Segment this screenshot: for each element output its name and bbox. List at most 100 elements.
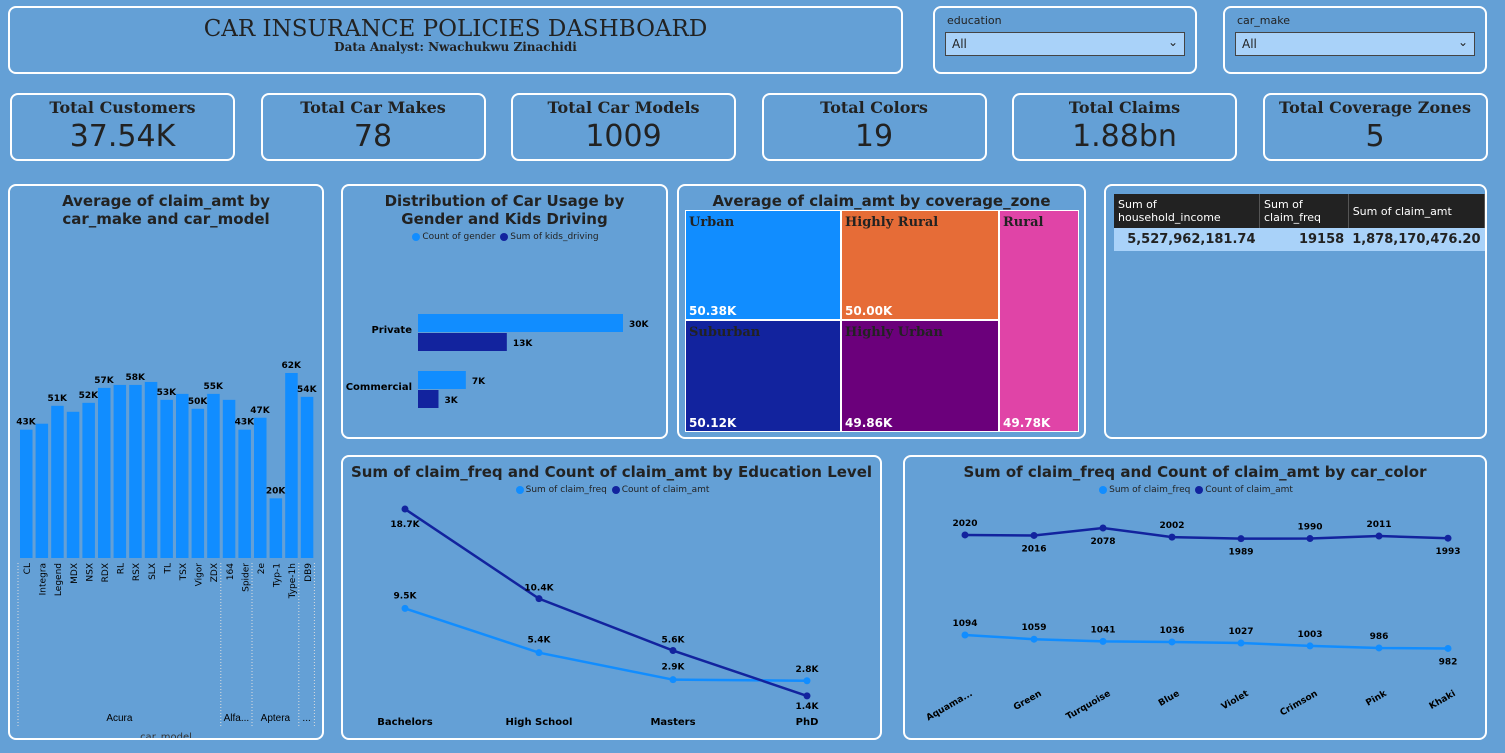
chart-title: Sum of claim_freq and Count of claim_amt… [963, 463, 1427, 481]
group-label: Aptera [261, 713, 291, 724]
car-make-dropdown[interactable]: All ⌄ [1235, 32, 1475, 56]
data-point [1444, 534, 1452, 542]
data-point [1030, 531, 1038, 539]
category-label: Crimson [1279, 689, 1320, 718]
data-label: 5.6K [662, 636, 686, 646]
tick-label: Type-1h [288, 563, 298, 599]
treemap-tile[interactable]: Urban 50.38K [685, 210, 841, 320]
data-point [1099, 524, 1107, 532]
table-header[interactable]: Sum of claim_freq [1259, 194, 1349, 228]
data-label: 54K [297, 385, 318, 395]
tick-label: ZDX [210, 563, 220, 582]
kpi-card: Total Claims 1.88bn [1012, 93, 1237, 161]
tile-value: 50.00K [845, 304, 893, 318]
data-point [669, 647, 677, 655]
summary-table-panel: Sum of household_income Sum of claim_freq… [1104, 184, 1487, 439]
data-point [1306, 535, 1314, 543]
data-label: 1094 [952, 619, 977, 629]
chart-title: Average of claim_amt by coverage_zone [712, 192, 1051, 210]
dropdown-value: All [1242, 37, 1257, 51]
education-line-chart: 9.5K 5.4K 2.9K 2.8K 18.7K 10.4K 5.6K 1.4K Bachel… [377, 505, 820, 728]
data-point [1444, 644, 1452, 652]
bar [98, 387, 111, 558]
data-label: 58K [125, 373, 146, 383]
data-point [961, 531, 969, 539]
category-label: Khaki [1428, 689, 1458, 712]
category-label: Green [1012, 689, 1043, 713]
kpi-value: 1009 [585, 119, 662, 154]
bar [82, 402, 95, 558]
data-label: 1989 [1228, 548, 1253, 558]
data-label: 2002 [1159, 521, 1184, 531]
tile-label: Highly Urban [845, 325, 943, 340]
tick-label: Legend [54, 563, 64, 596]
kpi-value: 37.54K [69, 119, 176, 154]
bar [418, 333, 507, 351]
data-point [1306, 642, 1314, 650]
tick-label: SLX [148, 563, 158, 580]
chevron-down-icon: ⌄ [1457, 35, 1468, 49]
tick-label: RSX [132, 563, 142, 581]
bar [191, 408, 205, 558]
tile-label: Rural [1003, 215, 1044, 230]
data-point [803, 677, 811, 685]
category-label: Commercial [346, 382, 412, 393]
data-point [1099, 637, 1107, 645]
data-label: 1990 [1297, 523, 1322, 533]
data-point [1375, 532, 1383, 540]
data-point [1030, 635, 1038, 643]
data-label: 2020 [952, 519, 977, 529]
treemap-tile[interactable]: Highly Urban 49.86K [841, 320, 999, 432]
tile-value: 50.38K [689, 304, 737, 318]
bar [269, 498, 283, 558]
category-label: Turquoise [1065, 689, 1113, 722]
data-label: 1003 [1297, 630, 1322, 640]
treemap-tile[interactable]: Highly Rural 50.00K [841, 210, 999, 320]
legend-item: Sum of claim_freq [1109, 485, 1191, 495]
slicer-label: education [947, 14, 1002, 27]
data-point [1168, 638, 1176, 646]
data-label: 1.4K [796, 702, 820, 712]
data-label: 1041 [1090, 625, 1115, 635]
page-subtitle: Data Analyst: Nwachukwu Zinachidi [334, 40, 577, 54]
treemap-tile[interactable]: Rural 49.78K [999, 210, 1079, 432]
bar [418, 314, 623, 332]
kpi-card: Total Colors 19 [761, 93, 987, 161]
bar [207, 393, 220, 558]
kpi-label: Total Coverage Zones [1279, 98, 1471, 117]
treemap-tile[interactable]: Suburban 50.12K [685, 320, 841, 432]
color-line-chart: 1094 1059 1041 1036 1027 1003 986 982 2020 2016 20… [925, 519, 1461, 723]
data-label: 57K [94, 376, 115, 386]
category-label: Bachelors [377, 717, 432, 728]
tick-label: MDX [70, 563, 80, 584]
category-label: Aquama... [925, 689, 975, 723]
bar [51, 405, 64, 558]
series-line [404, 508, 808, 698]
table-header[interactable]: Sum of claim_amt [1348, 194, 1486, 228]
bar [254, 417, 267, 558]
education-dropdown[interactable]: All ⌄ [945, 32, 1185, 56]
data-point [401, 604, 409, 612]
table-header[interactable]: Sum of household_income [1114, 194, 1260, 228]
data-label: 18.7K [390, 520, 420, 530]
kpi-card: Total Customers 37.54K [10, 93, 235, 161]
kpi-label: Total Colors [820, 98, 928, 117]
kpi-value: 78 [353, 119, 393, 154]
kpi-value: 19 [854, 119, 894, 154]
data-label: 2078 [1090, 537, 1115, 547]
tick-label: Integra [39, 563, 49, 595]
table-cell: 1,878,170,476.20 [1348, 228, 1485, 251]
data-label: 1993 [1435, 547, 1460, 557]
data-label: 30K [629, 320, 650, 330]
legend-item: Count of gender [422, 232, 496, 242]
data-label: 47K [250, 406, 271, 416]
bar [418, 390, 439, 408]
car-make-slicer: car_make All ⌄ [1223, 6, 1487, 74]
kpi-value: 5 [1365, 119, 1385, 154]
treemap-panel: Average of claim_amt by coverage_zone Ur… [677, 184, 1086, 439]
table-row: 5,527,962,181.74 19158 1,878,170,476.20 [1114, 228, 1485, 251]
bar [113, 384, 127, 558]
data-label: 2.8K [796, 665, 820, 675]
data-label: 10.4K [524, 584, 554, 594]
data-label: 43K [235, 418, 256, 428]
